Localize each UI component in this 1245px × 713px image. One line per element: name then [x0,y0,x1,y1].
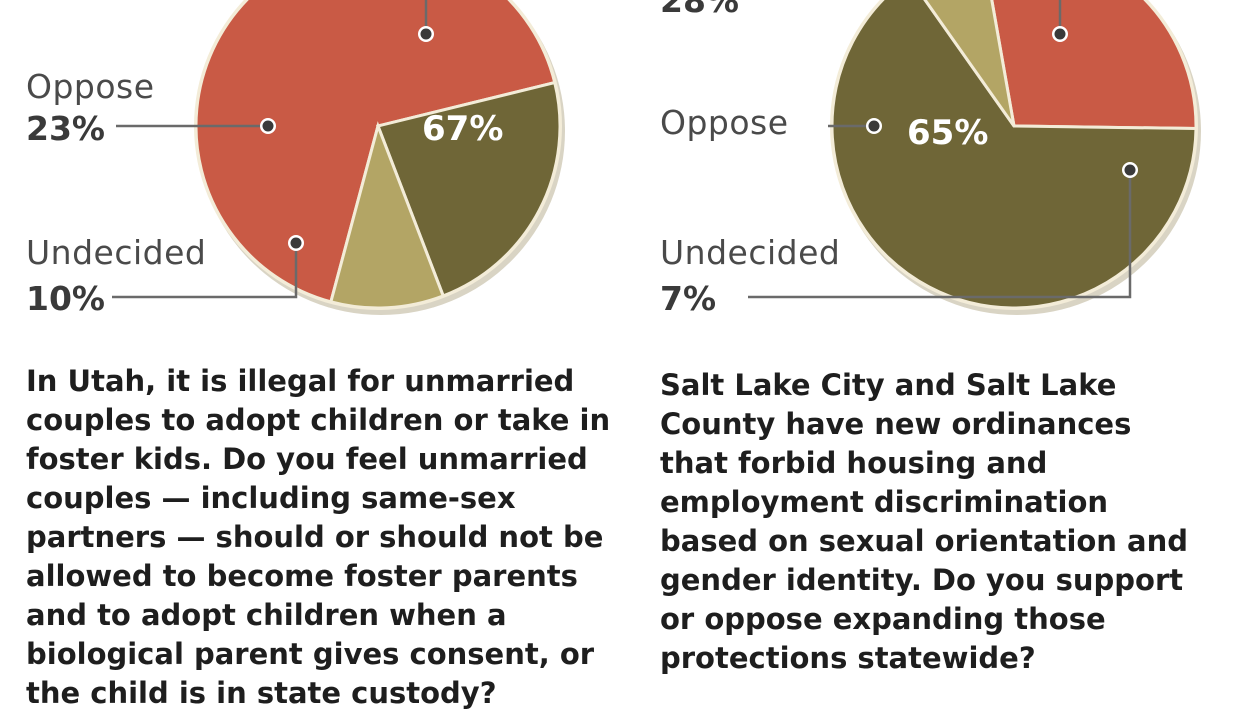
chart2-slice-support [990,0,1198,131]
chart1-oppose-label: Oppose [26,67,155,106]
chart2-slice-undecided [923,0,1016,127]
chart2-undecided-label: Undecided [660,233,841,272]
question-line: allowed to become foster parents [26,559,578,593]
question-line: partners — should or should not be [26,520,604,554]
chart2-undecided-leader [748,170,1132,299]
chart1-support-leader-marker-dot [420,28,432,40]
chart2-oppose-label: Oppose [660,103,789,142]
question-line: based on sexual orientation and [660,524,1189,558]
question-line: biological parent gives consent, or [26,637,595,671]
chart2-oppose-leader-marker-dot [868,120,880,132]
chart1-undecided-leader-marker-dot [290,237,302,249]
question-line: the child is in state custody? [26,676,497,710]
question-line: that forbid housing and [660,446,1048,480]
chart1-oppose-pct: 23% [26,109,105,148]
chart1-undecided-leader [112,243,298,299]
question-line: protections statewide? [660,641,1036,675]
chart2-oppose-inner-pct: 65% [907,113,989,153]
chart2-undecided-leader-marker-dot [1124,164,1136,176]
chart2-support-pct: 28% [660,0,739,20]
chart1-oppose-leader-marker-dot [262,120,274,132]
question-line: employment discrimination [660,485,1109,519]
chart2-question: Salt Lake City and Salt Lake County have… [660,366,1188,678]
question-line: or oppose expanding those [660,602,1106,636]
chart1-undecided-pct: 10% [26,279,105,318]
chart2-undecided-pct: 7% [660,279,717,318]
chart1-undecided-label: Undecided [26,233,207,272]
question-line: In Utah, it is illegal for unmarried [26,364,575,398]
chart1-question: In Utah, it is illegal for unmarried cou… [26,362,610,713]
chart1-slice-undecided [329,121,446,310]
chart2-support-leader-marker-dot [1054,28,1066,40]
question-line: and to adopt children when a [26,598,507,632]
chart2-slice-oppose [830,0,1198,310]
chart1-support-inner-pct: 67% [422,109,504,149]
question-line: foster kids. Do you feel unmarried [26,442,588,476]
question-line: County have new ordinances [660,407,1132,441]
question-line: couples — including same-sex [26,481,516,515]
question-line: Salt Lake City and Salt Lake [660,368,1117,402]
question-line: couples to adopt children or take in [26,403,611,437]
chart1-slice-support [194,0,557,304]
question-line: gender identity. Do you support [660,563,1184,597]
